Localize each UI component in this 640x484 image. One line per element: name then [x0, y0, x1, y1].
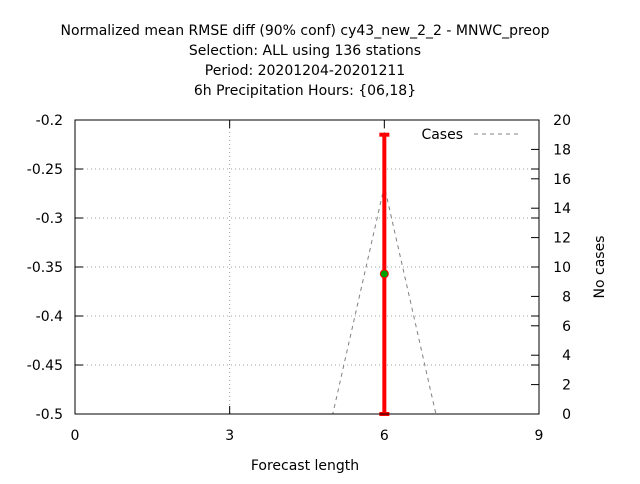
y2-tick-label: 12: [553, 231, 571, 247]
y2-tick-label: 8: [562, 289, 571, 305]
y-axis-ticks: -0.5 -0.45 -0.4 -0.35 -0.3 -0.25 -0.2: [27, 113, 539, 423]
grid: [75, 120, 539, 414]
x-tick-label: 6: [380, 428, 389, 444]
y2-tick-label: 4: [562, 348, 571, 364]
y2-axis-ticks: 0 2 4 6 8 10 12 14 16 18 20: [531, 113, 571, 423]
y2-tick-label: 10: [553, 260, 571, 276]
y2-tick-label: 18: [553, 142, 571, 158]
y2-tick-label: 20: [553, 113, 571, 129]
series-line-cases: [75, 186, 539, 415]
x-axis-label: Forecast length: [251, 458, 359, 474]
y-tick-label: -0.2: [36, 113, 63, 129]
y-tick-label: -0.4: [36, 309, 63, 325]
y2-tick-label: 16: [553, 172, 571, 188]
x-tick-label: 3: [225, 428, 234, 444]
legend-label-cases: Cases: [421, 127, 463, 143]
y2-tick-label: 6: [562, 319, 571, 335]
y2-tick-label: 14: [553, 201, 571, 217]
y-tick-label: -0.5: [36, 407, 63, 423]
y-tick-label: -0.3: [36, 211, 63, 227]
y-tick-label: -0.35: [27, 260, 63, 276]
y-tick-label: -0.45: [27, 358, 63, 374]
x-tick-label: 9: [535, 428, 544, 444]
y2-tick-label: 2: [562, 378, 571, 394]
chart-title: Normalized mean RMSE diff (90% conf) cy4…: [61, 23, 550, 99]
legend: Cases: [421, 127, 522, 143]
plot-border: [74, 119, 540, 415]
title-line-1: Normalized mean RMSE diff (90% conf) cy4…: [61, 23, 550, 39]
y-tick-label: -0.25: [27, 162, 63, 178]
title-line-3: Period: 20201204-20201211: [205, 63, 405, 79]
y2-axis-label: No cases: [592, 236, 608, 299]
series: [75, 132, 539, 416]
title-line-4: 6h Precipitation Hours: {06,18}: [194, 83, 416, 99]
data-point: [379, 269, 389, 279]
x-tick-label: 0: [71, 428, 80, 444]
title-line-2: Selection: ALL using 136 stations: [189, 43, 421, 59]
y2-tick-label: 0: [562, 407, 571, 423]
